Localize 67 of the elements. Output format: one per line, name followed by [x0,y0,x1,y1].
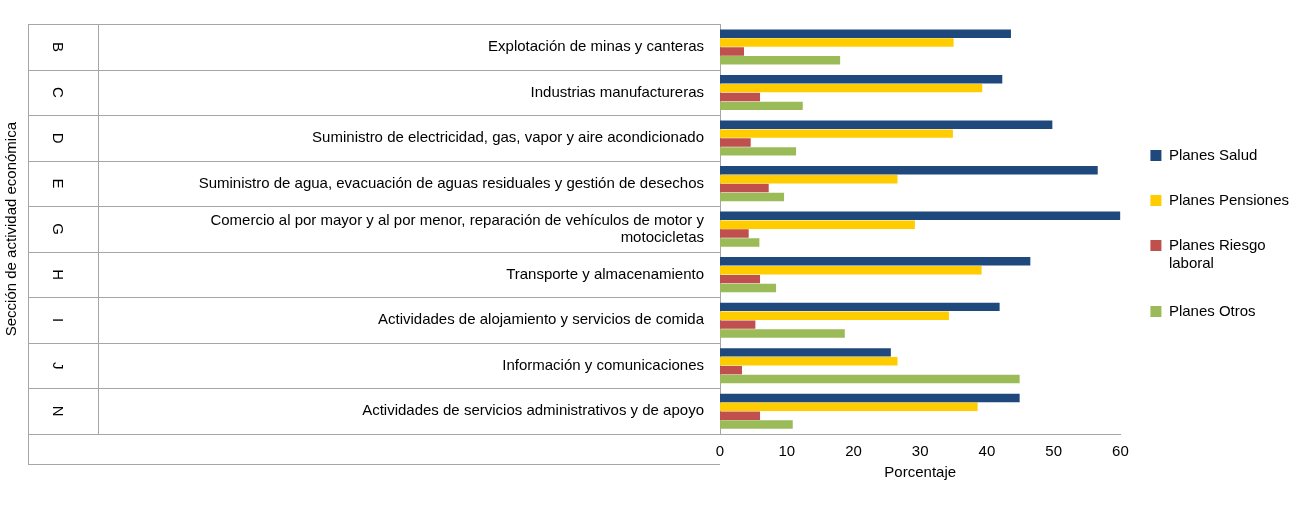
bar [720,174,898,184]
legend-label: Planes Salud [1168,145,1258,163]
x-tick-label: 30 [911,442,929,460]
bar [720,101,803,111]
x-tick-label: 20 [845,442,862,460]
bar [720,302,1000,312]
bar [720,266,982,275]
bar [720,229,749,238]
text: E [49,178,67,189]
bar [720,283,777,293]
bar [720,147,797,156]
x-tick-label: 50 [1045,442,1063,460]
bar [720,120,1053,129]
y-tick-label: Transporte y almacenamiento [506,264,704,282]
bar [720,166,1098,175]
bar [720,311,949,320]
bar [720,83,983,93]
bar [720,393,1020,403]
bar [720,92,761,102]
y-tick-label: Suministro de agua, evacuación de aguas residuales y gestión de desechos [198,173,704,191]
bar [720,138,751,147]
bar [720,357,898,366]
bar [720,402,978,412]
bar [720,38,954,47]
text: D [49,132,67,144]
x-axis-title: Porcentaje [884,463,957,481]
bar [720,129,953,138]
y-tick-label: Industrias manufactureras [530,82,704,100]
bar [720,374,1020,384]
y-tick-label: Suministro de electricidad, gas, vapor y aire acondicionado [312,128,704,146]
y-tick-label: Explotación de minas y canteras [488,37,704,55]
y-tick-label: Actividades de alojamiento y servicios de comida [378,310,705,328]
y-tick-label: Actividades de servicios administrativos y de apoyo [362,401,704,419]
x-tick-label: 60 [1112,442,1129,460]
legend-label: Planes Riesgo laboral [1168,235,1266,271]
bar [720,47,745,56]
bar [720,411,761,420]
x-tick-label: 10 [778,442,796,460]
y-tick-label: Comercio al por mayor y al por menor, reparación de vehículos de motor y motocicletas [210,211,705,245]
bar [720,29,1011,38]
y-tick-label: Información y comunicaciones [502,355,704,373]
bar [720,238,760,247]
bar [720,75,1003,84]
bar [720,274,761,284]
bar [720,211,1121,221]
bar [720,329,845,338]
text: B [49,42,67,53]
bar [720,365,743,375]
text: I [49,318,67,323]
text: J [49,361,67,370]
bar [720,192,785,202]
text: N [49,405,67,417]
bar [720,220,915,229]
x-tick-label: 40 [978,442,996,460]
text: Sección de actividad económica [2,121,20,337]
bar [720,348,891,357]
text: H [49,269,67,281]
bar [720,257,1031,266]
bar [720,320,756,329]
text: C [49,87,67,99]
bar [720,183,769,193]
bar [720,56,841,65]
legend-label: Planes Otros [1168,301,1256,319]
bar [720,420,793,429]
x-tick-label: 0 [715,442,725,460]
text: G [49,223,67,235]
legend-label: Planes Pensiones [1168,190,1290,208]
